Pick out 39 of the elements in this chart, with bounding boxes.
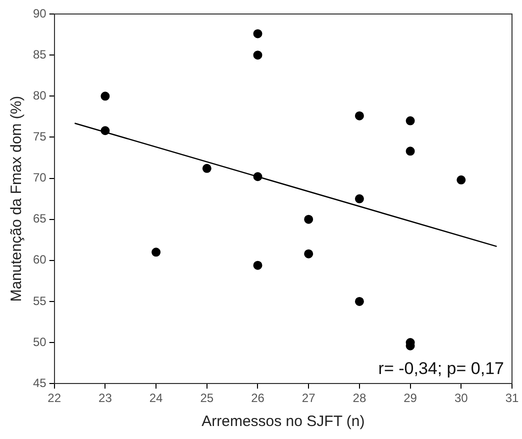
x-axis-title: Arremessos no SJFT (n) — [202, 413, 365, 430]
point — [100, 126, 110, 136]
y-tick-label: 75 — [32, 130, 47, 144]
x-tick-label: 31 — [505, 391, 519, 406]
annotation: r= -0,34; p= 0,17 — [378, 358, 504, 378]
y-tick-label: 45 — [32, 376, 47, 390]
y-tick-label: 65 — [32, 212, 47, 226]
x-tick-label: 28 — [352, 391, 366, 406]
x-tick-label: 30 — [454, 391, 468, 406]
y-tick-label: 60 — [32, 252, 47, 267]
x-tick-label: 22 — [48, 391, 62, 406]
point — [253, 172, 262, 182]
x-tick-label: 24 — [149, 391, 164, 406]
point — [100, 92, 110, 101]
point — [354, 296, 364, 306]
y-tick-label: 80 — [32, 88, 47, 102]
y-tick-label: 55 — [32, 294, 47, 308]
point — [202, 164, 212, 173]
point — [406, 146, 415, 156]
y-tick-label: 50 — [32, 334, 47, 349]
y-axis-title: Manutenção da Fmax dom (%) — [8, 96, 26, 302]
point — [253, 260, 262, 270]
point — [304, 214, 314, 224]
point — [456, 175, 466, 184]
x-tick-label: 26 — [251, 391, 265, 406]
x-tick-label: 23 — [98, 391, 112, 406]
point — [152, 248, 161, 257]
y-tick-label: 90 — [32, 6, 47, 20]
point — [253, 50, 262, 60]
point — [354, 111, 364, 120]
y-tick-label: 85 — [32, 47, 47, 62]
point — [354, 194, 364, 204]
x-tick-label: 29 — [404, 391, 418, 406]
point — [406, 116, 415, 126]
y-tick-label: 70 — [32, 170, 47, 185]
point — [304, 249, 314, 258]
x-tick-label: 25 — [200, 391, 214, 406]
x-tick-label: 27 — [302, 391, 316, 406]
point — [253, 29, 262, 38]
